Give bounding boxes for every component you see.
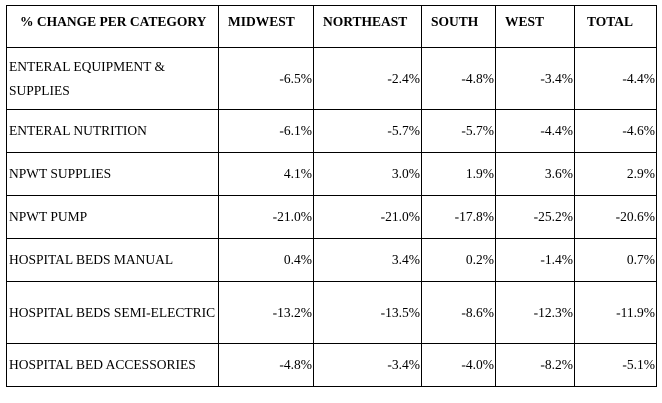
midwest-cell: -6.5% [218,47,314,110]
header-south: SOUTH [421,5,496,48]
total-cell: -20.6% [574,195,657,239]
south-cell: -4.0% [421,343,496,387]
total-cell: -11.9% [574,281,657,344]
total-cell: 2.9% [574,152,657,196]
west-cell: -12.3% [495,281,575,344]
northeast-cell: -2.4% [313,47,422,110]
west-cell: -25.2% [495,195,575,239]
midwest-cell: -6.1% [218,109,314,153]
category-cell: NPWT PUMP [6,195,219,239]
south-cell: 1.9% [421,152,496,196]
northeast-cell: -13.5% [313,281,422,344]
northeast-cell: 3.4% [313,238,422,282]
table-row: HOSPITAL BEDS SEMI-ELECTRIC -13.2% -13.5… [6,281,657,344]
west-cell: -1.4% [495,238,575,282]
percent-change-table: % CHANGE PER CATEGORY MIDWEST NORTHEAST … [6,5,657,387]
header-total: TOTAL [574,5,657,48]
midwest-cell: -21.0% [218,195,314,239]
northeast-cell: 3.0% [313,152,422,196]
south-cell: -4.8% [421,47,496,110]
table-row: NPWT PUMP -21.0% -21.0% -17.8% -25.2% -2… [6,195,657,239]
table-row: NPWT SUPPLIES 4.1% 3.0% 1.9% 3.6% 2.9% [6,152,657,196]
west-cell: -4.4% [495,109,575,153]
total-cell: -4.6% [574,109,657,153]
header-northeast: NORTHEAST [313,5,422,48]
total-cell: -4.4% [574,47,657,110]
table-row: ENTERAL EQUIPMENT & SUPPLIES -6.5% -2.4%… [6,47,657,110]
northeast-cell: -5.7% [313,109,422,153]
northeast-cell: -3.4% [313,343,422,387]
west-cell: -8.2% [495,343,575,387]
midwest-cell: -13.2% [218,281,314,344]
header-west: WEST [495,5,575,48]
west-cell: -3.4% [495,47,575,110]
category-cell: HOSPITAL BED ACCESSORIES [6,343,219,387]
table-header-row: % CHANGE PER CATEGORY MIDWEST NORTHEAST … [6,5,657,48]
south-cell: -8.6% [421,281,496,344]
table-row: HOSPITAL BED ACCESSORIES -4.8% -3.4% -4.… [6,343,657,387]
midwest-cell: 4.1% [218,152,314,196]
category-cell: ENTERAL EQUIPMENT & SUPPLIES [6,47,219,110]
category-cell: ENTERAL NUTRITION [6,109,219,153]
total-cell: 0.7% [574,238,657,282]
category-cell: HOSPITAL BEDS SEMI-ELECTRIC [6,281,219,344]
category-cell: NPWT SUPPLIES [6,152,219,196]
south-cell: -5.7% [421,109,496,153]
south-cell: -17.8% [421,195,496,239]
header-midwest: MIDWEST [218,5,314,48]
category-cell: HOSPITAL BEDS MANUAL [6,238,219,282]
total-cell: -5.1% [574,343,657,387]
table-row: ENTERAL NUTRITION -6.1% -5.7% -5.7% -4.4… [6,109,657,153]
midwest-cell: 0.4% [218,238,314,282]
header-category: % CHANGE PER CATEGORY [6,5,219,48]
midwest-cell: -4.8% [218,343,314,387]
west-cell: 3.6% [495,152,575,196]
table-row: HOSPITAL BEDS MANUAL 0.4% 3.4% 0.2% -1.4… [6,238,657,282]
northeast-cell: -21.0% [313,195,422,239]
south-cell: 0.2% [421,238,496,282]
